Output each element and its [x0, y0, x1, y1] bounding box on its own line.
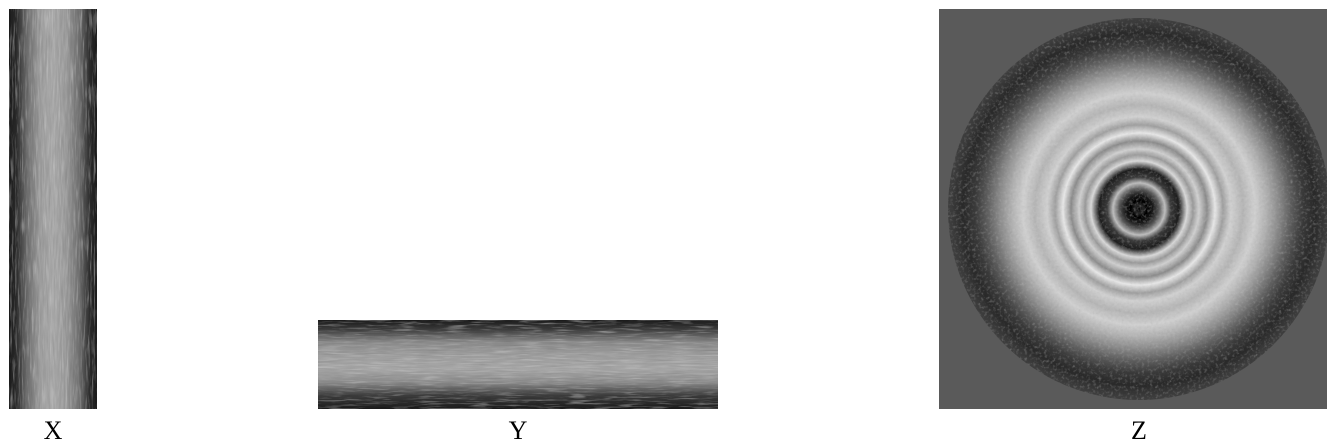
caption-x: X [43, 416, 63, 445]
caption-y: Y [508, 416, 528, 445]
projection-image-z [939, 9, 1327, 409]
projection-image-x [9, 9, 97, 409]
projection-image-y [318, 320, 718, 409]
caption-z: Z [1131, 416, 1147, 445]
